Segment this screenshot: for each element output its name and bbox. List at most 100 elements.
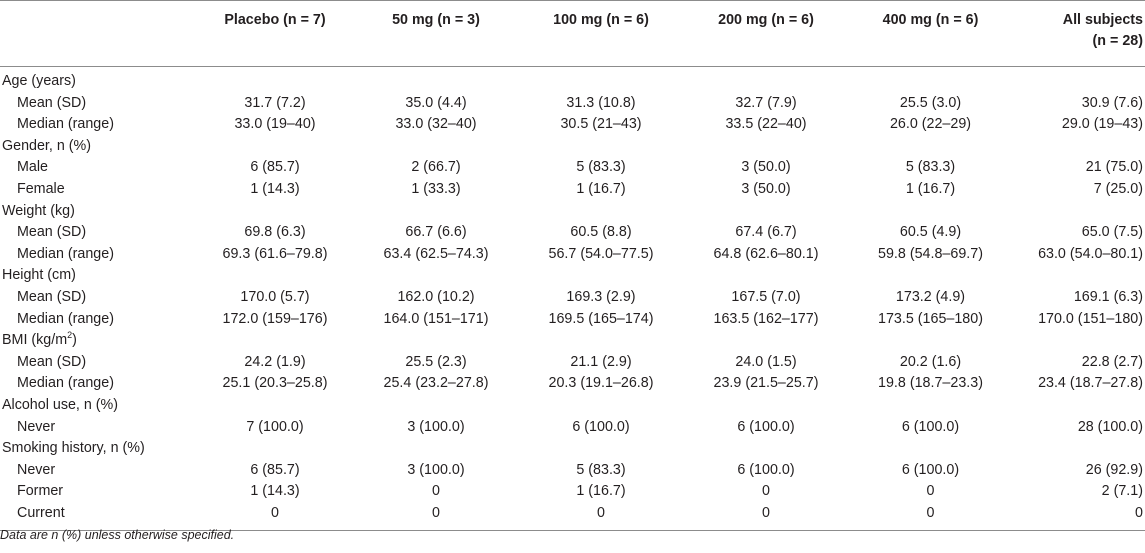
demographics-table-container: Placebo (n = 7) 50 mg (n = 3) 100 mg (n … — [0, 0, 1145, 532]
cell-50mg: 25.4 (23.2–27.8) — [383, 375, 489, 392]
table-row: Mean (SD) 31.7 (7.2) 35.0 (4.4) 31.3 (10.8)… — [0, 93, 1145, 115]
row-label: Median (range) — [17, 310, 114, 327]
row-label: Former — [17, 483, 64, 500]
section-title: Age (years) — [0, 67, 1145, 93]
section-title: Alcohol use, n (%) — [0, 395, 1145, 417]
cell-400mg: 173.2 (4.9) — [895, 288, 966, 305]
cell-100mg: 1 (16.7) — [576, 180, 626, 197]
cell-100mg: 60.5 (8.8) — [570, 224, 632, 241]
cell-400mg: 19.8 (18.7–23.3) — [878, 375, 983, 392]
cell-100mg: 0 — [518, 502, 684, 532]
table-row: Former 1 (14.3) 0 1 (16.7) 0 0 2 (7.1) — [0, 481, 1145, 503]
cell-400mg: 1 (16.7) — [905, 180, 956, 197]
table-row: Mean (SD) 24.2 (1.9) 25.5 (2.3) 21.1 (2.9) 2… — [0, 352, 1145, 374]
cell-400mg: 59.8 (54.8–69.7) — [878, 245, 983, 262]
cell-400mg: 6 (100.0) — [901, 461, 960, 478]
section-title-text: Alcohol use, n (%) — [2, 396, 119, 413]
cell-200mg: 67.4 (6.7) — [735, 224, 797, 241]
cell-200mg: 6 (100.0) — [737, 418, 795, 435]
cell-placebo: 7 (100.0) — [246, 418, 304, 435]
row-label: Current — [0, 502, 196, 532]
cell-50mg: 63.4 (62.5–74.3) — [383, 245, 489, 262]
table-row: Never 6 (85.7) 3 (100.0) 5 (83.3) 6 (100.0) 6… — [0, 460, 1145, 482]
header-cell-all-subjects: All subjects (n = 28) — [1013, 0, 1145, 67]
table-row: Current 0 0 0 0 0 0 — [0, 502, 1145, 532]
cell-200mg: 64.8 (62.6–80.1) — [713, 245, 819, 262]
cell-400mg: 26.0 (22–29) — [889, 116, 972, 133]
section-title-end: ) — [72, 332, 77, 349]
row-label: Male — [17, 159, 48, 176]
header-cell-200mg: 200 mg (n = 6) — [684, 0, 848, 67]
row-label: Mean (SD) — [17, 288, 87, 305]
section-title-text: Height (cm) — [2, 267, 76, 284]
section-title: Weight (kg) — [0, 201, 1145, 223]
table-row: Male 6 (85.7) 2 (66.7) 5 (83.3) 3 (50.0) 5 (8… — [0, 157, 1145, 179]
cell-50mg: 0 — [432, 483, 440, 500]
header-all-subjects-line1: All subjects — [1062, 12, 1143, 28]
cell-50mg: 164.0 (151–171) — [383, 310, 489, 327]
cell-placebo: 69.8 (6.3) — [244, 224, 306, 241]
section-title: Smoking history, n (%) — [0, 438, 1145, 460]
cell-200mg: 24.0 (1.5) — [735, 353, 797, 370]
cell-200mg: 33.5 (22–40) — [725, 116, 807, 133]
cell-200mg: 23.9 (21.5–25.7) — [713, 375, 819, 392]
row-label: Never — [17, 418, 56, 435]
cell-400mg: 6 (100.0) — [901, 418, 960, 435]
row-label: Female — [17, 180, 65, 197]
demographics-table: Placebo (n = 7) 50 mg (n = 3) 100 mg (n … — [0, 0, 1145, 532]
table-footnote: Data are n (%) unless otherwise specifie… — [0, 528, 235, 542]
section-title-text: Age (years) — [2, 73, 76, 89]
cell-400mg: 60.5 (4.9) — [899, 224, 962, 241]
header-cell-100mg: 100 mg (n = 6) — [518, 0, 684, 67]
section-title-text: Weight (kg) — [2, 202, 75, 219]
cell-placebo: 172.0 (159–176) — [222, 310, 328, 327]
row-label: Never — [17, 461, 56, 478]
cell-50mg: 162.0 (10.2) — [397, 288, 475, 305]
table-row: Median (range) 33.0 (19–40) 33.0 (32–40) 30… — [0, 114, 1145, 136]
cell-placebo: 1 (14.3) — [250, 483, 300, 500]
cell-all-subjects: 28 (100.0) — [1077, 418, 1143, 435]
cell-all-subjects: 7 (25.0) — [1093, 180, 1143, 197]
cell-400mg: 173.5 (165–180) — [878, 310, 983, 327]
cell-100mg: 6 (100.0) — [572, 418, 630, 435]
cell-all-subjects: 2 (7.1) — [1101, 483, 1143, 500]
cell-100mg: 21.1 (2.9) — [570, 353, 632, 370]
header-cell-50mg: 50 mg (n = 3) — [354, 0, 518, 67]
table-row: Mean (SD) 170.0 (5.7) 162.0 (10.2) 169.3 (2… — [0, 287, 1145, 309]
cell-placebo: 31.7 (7.2) — [244, 94, 306, 111]
section-row: Alcohol use, n (%) — [0, 395, 1145, 417]
header-cell-400mg: 400 mg (n = 6) — [848, 0, 1013, 67]
cell-100mg: 169.5 (165–174) — [548, 310, 654, 327]
header-cell-label — [0, 0, 196, 67]
cell-200mg: 0 — [762, 483, 770, 500]
table-row: Never 7 (100.0) 3 (100.0) 6 (100.0) 6 (100.0… — [0, 417, 1145, 439]
section-row: Age (years) — [0, 67, 1145, 93]
cell-50mg: 2 (66.7) — [411, 159, 461, 176]
table-row: Median (range) 69.3 (61.6–79.8) 63.4 (62.5… — [0, 244, 1145, 266]
cell-200mg: 32.7 (7.9) — [735, 94, 797, 111]
cell-200mg: 163.5 (162–177) — [713, 310, 819, 327]
cell-400mg: 25.5 (3.0) — [899, 94, 962, 111]
table-body: Age (years) Mean (SD) 31.7 (7.2) 35.0 (4.4)… — [0, 67, 1145, 532]
cell-50mg: 1 (33.3) — [411, 180, 461, 197]
section-row: Gender, n (%) — [0, 136, 1145, 158]
cell-50mg: 3 (100.0) — [407, 461, 465, 478]
section-row: Smoking history, n (%) — [0, 438, 1145, 460]
section-title-text: Gender, n (%) — [2, 137, 91, 154]
cell-all-subjects: 170.0 (151–180) — [1038, 310, 1143, 327]
cell-200mg: 3 (50.0) — [741, 180, 791, 197]
cell-200mg: 0 — [684, 502, 848, 532]
cell-all-subjects: 65.0 (7.5) — [1081, 224, 1143, 241]
cell-placebo: 24.2 (1.9) — [244, 353, 306, 370]
section-title-superscript: 2 — [67, 330, 73, 341]
section-row: BMI (kg/m2) — [0, 330, 1145, 352]
cell-100mg: 20.3 (19.1–26.8) — [548, 375, 654, 392]
section-title: BMI (kg/m2) — [0, 330, 1145, 352]
cell-50mg: 66.7 (6.6) — [405, 224, 467, 241]
cell-placebo: 6 (85.7) — [250, 159, 300, 176]
cell-all-subjects: 22.8 (2.7) — [1081, 353, 1143, 370]
cell-400mg: 0 — [848, 502, 1013, 532]
cell-all-subjects: 169.1 (6.3) — [1073, 288, 1143, 305]
row-label: Median (range) — [17, 116, 114, 133]
cell-all-subjects: 21 (75.0) — [1085, 159, 1143, 176]
